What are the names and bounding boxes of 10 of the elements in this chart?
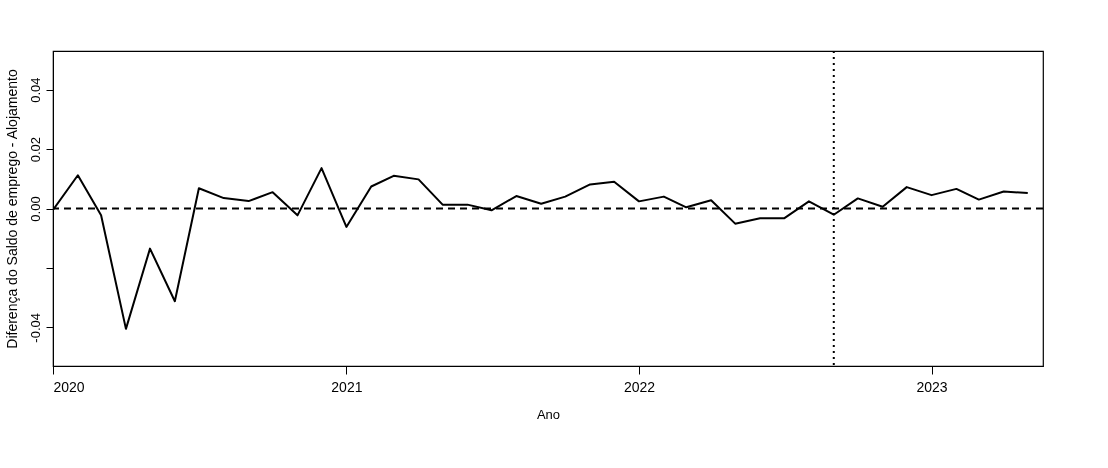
x-tick-label: 2023 <box>916 378 948 395</box>
x-tick-label: 2020 <box>53 378 85 395</box>
y-axis-title: Diferença do Saldo de emprego - Alojamento <box>3 69 20 349</box>
y-tick-label: 0.04 <box>27 77 43 103</box>
x-tick-label: 2021 <box>331 378 363 395</box>
x-axis-title: Ano <box>536 406 561 422</box>
y-tick-label: 0.00 <box>27 196 43 222</box>
x-tick-label: 2022 <box>623 378 656 395</box>
y-tick-label: -0.04 <box>27 313 43 343</box>
y-tick-label: 0.02 <box>27 136 43 163</box>
